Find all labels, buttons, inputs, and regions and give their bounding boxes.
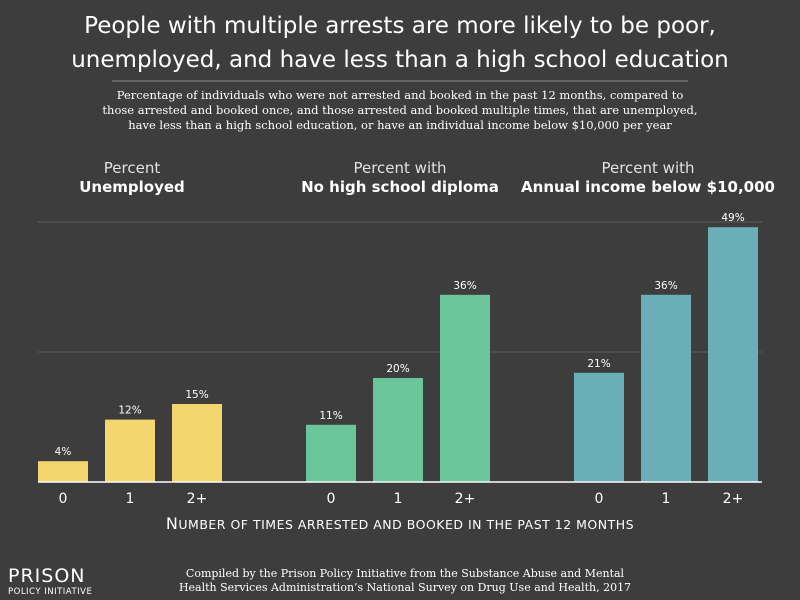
tick-label-group-1-cat-0: 0 [327,491,336,507]
value-label-group-0-cat-0: 4% [55,446,72,458]
value-label-group-2-cat-0: 21% [587,358,610,370]
chart-subtitle-line-2: those arrested and booked once, and thos… [102,103,697,117]
bar-group-2-cat-1 [641,294,691,482]
bar-group-1-cat-0 [306,424,356,482]
group-2-header-line-1: Percent with [601,159,694,177]
bar-group-1-cat-1 [373,378,423,482]
tick-label-group-0-cat-0: 0 [59,491,68,507]
group-0-header-line-1: Percent [104,159,161,177]
group-1-header-line-2: No high school diploma [301,178,499,196]
value-label-group-1-cat-1: 20% [386,363,409,375]
tick-label-group-0-cat-2: 2+ [187,491,208,507]
bar-group-2-cat-0 [574,372,624,482]
tick-label-group-0-cat-1: 1 [126,491,135,507]
source-line-2: Health Services Administration’s Nationa… [179,581,631,594]
tick-label-group-2-cat-1: 1 [662,491,671,507]
chart-subtitle-line-3: have less than a high school education, … [128,118,672,132]
value-label-group-0-cat-1: 12% [118,405,141,417]
group-1-header-line-1: Percent with [353,159,446,177]
bar-group-0-cat-0 [38,461,88,482]
group-0-header-line-2: Unemployed [79,178,185,196]
source-line-1: Compiled by the Prison Policy Initiative… [186,567,625,580]
chart-subtitle-line-1: Percentage of individuals who were not a… [117,88,684,102]
x-axis-label-rest: UMBER OF TIMES ARRESTED AND BOOKED IN TH… [178,517,634,532]
tick-label-group-1-cat-2: 2+ [455,491,476,507]
logo-bottom-text: POLICY INITIATIVE [8,587,92,597]
value-label-group-1-cat-2: 36% [453,280,476,292]
value-label-group-0-cat-2: 15% [185,389,208,401]
bar-group-0-cat-1 [105,419,155,482]
value-label-group-2-cat-1: 36% [654,280,677,292]
chart-title-line-2: unemployed, and have less than a high sc… [71,47,729,73]
bar-group-1-cat-2 [440,294,490,482]
bar-group-0-cat-2 [172,404,222,482]
group-2-header-line-2: Annual income below $10,000 [521,178,775,196]
tick-label-group-2-cat-0: 0 [595,491,604,507]
logo-top-text: PRISON [8,565,86,587]
tick-label-group-1-cat-1: 1 [394,491,403,507]
value-label-group-2-cat-2: 49% [721,212,744,224]
value-label-group-1-cat-0: 11% [319,410,342,422]
x-axis-label: NUMBER OF TIMES ARRESTED AND BOOKED IN T… [166,514,634,533]
tick-label-group-2-cat-2: 2+ [723,491,744,507]
bars: 4% 0 12% 1 15% 2+ 11% 0 20% 1 36% 2+ 21% 0 36% 1 49% 2+ [38,212,758,507]
chart-title-line-1: People with multiple arrests are more li… [84,13,716,39]
prison-policy-initiative-logo: PRISON POLICY INITIATIVE [8,565,92,597]
bar-group-2-cat-2 [708,227,758,482]
x-axis-label-initial: N [166,514,178,533]
